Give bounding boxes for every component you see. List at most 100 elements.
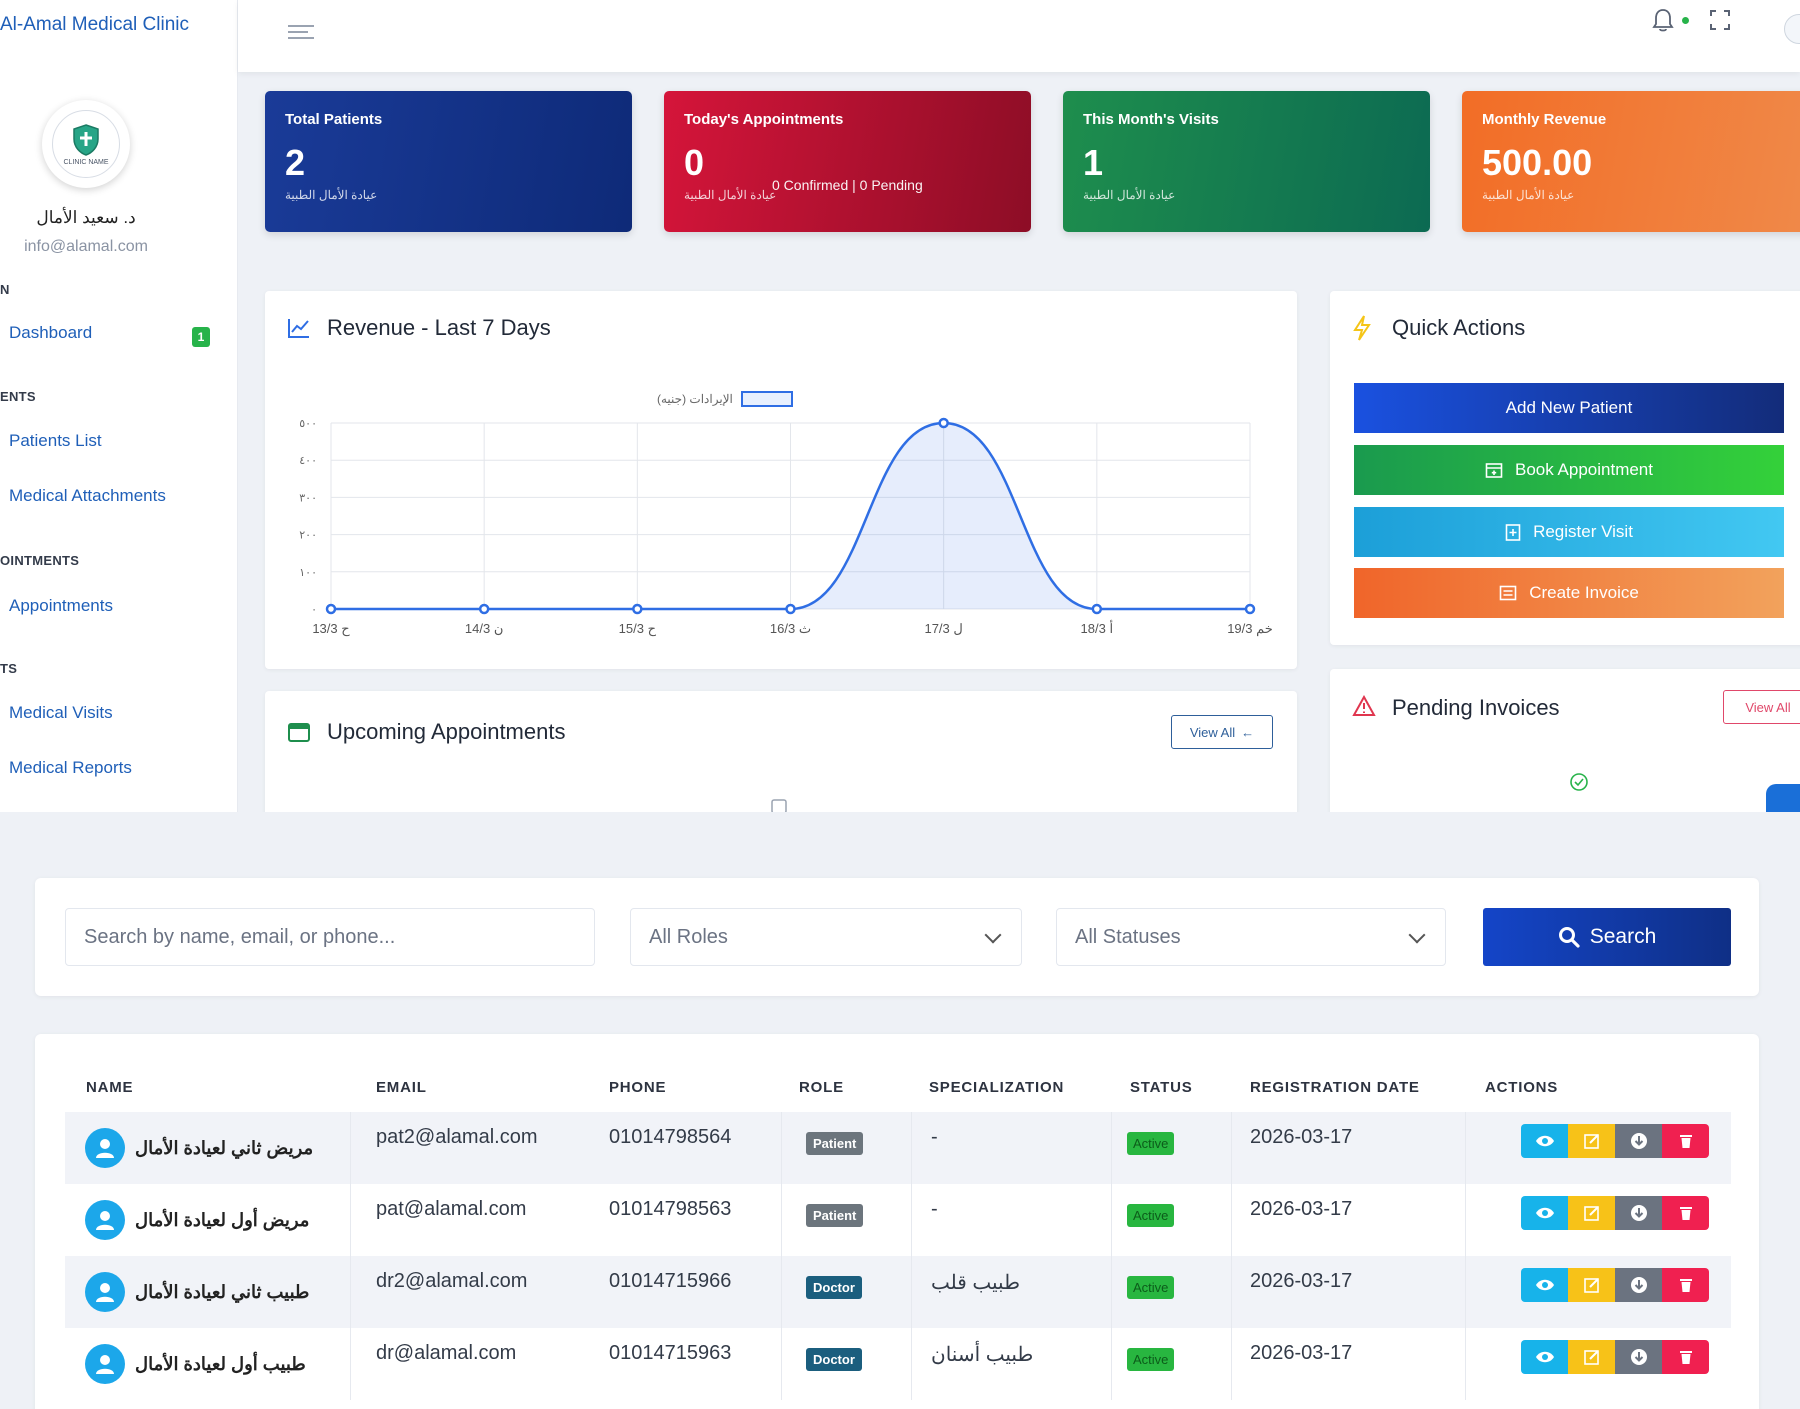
delete-button[interactable] <box>1662 1268 1709 1302</box>
user-name: طبيب ثاني لعيادة الأمال <box>135 1281 310 1302</box>
edit-icon <box>1583 1134 1599 1149</box>
add-new-patient-button[interactable]: Add New Patient <box>1354 383 1784 433</box>
col-specialization[interactable]: SPECIALIZATION <box>929 1079 1065 1096</box>
eye-icon <box>1535 1207 1554 1219</box>
filter-bar: Search by name, email, or phone... All R… <box>35 878 1759 996</box>
role-badge: Doctor <box>806 1348 862 1371</box>
sidebar-item-medical-visits[interactable]: Medical Visits <box>9 703 113 722</box>
edit-button[interactable] <box>1568 1340 1615 1374</box>
col-registration-date[interactable]: REGISTRATION DATE <box>1250 1079 1420 1096</box>
user-avatar-icon <box>85 1272 125 1312</box>
book-appointment-button[interactable]: Book Appointment <box>1354 445 1784 495</box>
row-actions <box>1521 1196 1709 1230</box>
pending-view-all-button[interactable]: View All <box>1723 690 1800 724</box>
menu-toggle-icon[interactable] <box>288 25 314 43</box>
sidebar: Al-Amal Medical Clinic CLINIC NAME د. سع… <box>0 0 238 812</box>
data-point <box>1091 603 1103 615</box>
pending-title: Pending Invoices <box>1392 695 1560 720</box>
table-row[interactable]: طبيب أول لعيادة الأمال dr@alamal.com 010… <box>65 1328 1731 1400</box>
create-invoice-button[interactable]: Create Invoice <box>1354 568 1784 618</box>
quick-actions-title: Quick Actions <box>1392 315 1526 340</box>
download-button[interactable] <box>1615 1124 1662 1158</box>
sidebar-section-appointments: OINTMENTS <box>0 553 80 568</box>
brand-name[interactable]: Al-Amal Medical Clinic <box>0 14 189 35</box>
button-label: Register Visit <box>1533 522 1633 541</box>
sidebar-item-medical-reports[interactable]: Medical Reports <box>9 758 132 777</box>
stat-value: 1 <box>1083 142 1104 183</box>
upcoming-view-all-button[interactable]: View All ← <box>1171 715 1273 749</box>
user-name-cell: طبيب ثاني لعيادة الأمال <box>85 1272 309 1312</box>
col-email[interactable]: EMAIL <box>376 1079 427 1096</box>
status-badge: Active <box>1127 1276 1175 1299</box>
stat-extra: 0 Confirmed | 0 Pending <box>772 177 923 193</box>
sidebar-item-appointments[interactable]: Appointments <box>9 596 113 615</box>
check-circle-icon <box>1570 773 1588 791</box>
download-icon <box>1630 1277 1647 1293</box>
line-chart-icon <box>288 319 309 338</box>
row-actions <box>1521 1124 1709 1158</box>
trash-icon <box>1679 1135 1692 1148</box>
status-badge: Active <box>1127 1132 1175 1155</box>
edit-button[interactable] <box>1568 1124 1615 1158</box>
trash-icon <box>1679 1207 1692 1220</box>
user-phone: 01014798563 <box>609 1198 732 1220</box>
edit-icon <box>1583 1350 1599 1365</box>
user-email: pat@alamal.com <box>376 1198 527 1220</box>
registration-date: 2026-03-17 <box>1250 1342 1353 1364</box>
user-phone: 01014715966 <box>609 1270 732 1292</box>
col-name[interactable]: NAME <box>86 1079 134 1096</box>
search-icon <box>1558 927 1580 948</box>
sidebar-item-patients-list[interactable]: Patients List <box>9 431 102 450</box>
role-select-value: All Roles <box>649 925 728 948</box>
col-role[interactable]: ROLE <box>799 1079 844 1096</box>
edit-button[interactable] <box>1568 1196 1615 1230</box>
user-specialization: طبيب أسنان <box>931 1344 1034 1366</box>
data-point <box>478 603 490 615</box>
download-button[interactable] <box>1615 1196 1662 1230</box>
chart-legend[interactable]: الإيرادات (جنيه) <box>657 391 793 407</box>
col-phone[interactable]: PHONE <box>609 1079 667 1096</box>
shield-icon <box>73 123 99 156</box>
user-name-cell: طبيب أول لعيادة الأمال <box>85 1344 306 1384</box>
view-button[interactable] <box>1521 1340 1568 1374</box>
row-actions <box>1521 1340 1709 1374</box>
edit-button[interactable] <box>1568 1268 1615 1302</box>
table-row[interactable]: مريض ثاني لعيادة الأمال pat2@alamal.com … <box>65 1112 1731 1184</box>
registration-date: 2026-03-17 <box>1250 1126 1353 1148</box>
stat-title: Monthly Revenue <box>1482 111 1607 128</box>
role-select[interactable]: All Roles <box>630 908 1022 966</box>
col-status[interactable]: STATUS <box>1130 1079 1193 1096</box>
search-button[interactable]: Search <box>1483 908 1731 966</box>
delete-button[interactable] <box>1662 1340 1709 1374</box>
download-button[interactable] <box>1615 1268 1662 1302</box>
stat-subtitle: عيادة الأمال الطبية <box>684 188 777 202</box>
table-row[interactable]: طبيب ثاني لعيادة الأمال dr2@alamal.com 0… <box>65 1256 1731 1328</box>
dashboard-area: Al-Amal Medical Clinic CLINIC NAME د. سع… <box>0 0 1800 812</box>
view-button[interactable] <box>1521 1268 1568 1302</box>
bell-icon[interactable] <box>1652 8 1674 38</box>
table-row[interactable]: مريض أول لعيادة الأمال pat@alamal.com 01… <box>65 1184 1731 1256</box>
fullscreen-icon[interactable] <box>1710 10 1730 30</box>
sidebar-section-visits: TS <box>0 661 18 676</box>
search-input[interactable]: Search by name, email, or phone... <box>65 908 595 966</box>
status-select[interactable]: All Statuses <box>1056 908 1446 966</box>
floating-action-button[interactable] <box>1766 784 1800 812</box>
user-avatar-icon <box>85 1200 125 1240</box>
sidebar-item-medical-attachments[interactable]: Medical Attachments <box>9 486 166 505</box>
stat-subtitle: عيادة الأمال الطبية <box>285 188 378 202</box>
search-button-label: Search <box>1589 925 1657 948</box>
delete-button[interactable] <box>1662 1124 1709 1158</box>
header-avatar[interactable] <box>1784 14 1800 44</box>
view-button[interactable] <box>1521 1196 1568 1230</box>
y-tick-label: ٤٠٠ <box>299 454 317 467</box>
user-phone: 01014715963 <box>609 1342 732 1364</box>
view-button[interactable] <box>1521 1124 1568 1158</box>
x-tick-label: 16/3 ث <box>770 621 811 636</box>
calendar-icon <box>288 723 310 742</box>
delete-button[interactable] <box>1662 1196 1709 1230</box>
sidebar-item-dashboard[interactable]: Dashboard <box>9 323 93 342</box>
download-icon <box>1630 1205 1647 1221</box>
data-point <box>785 603 796 615</box>
register-visit-button[interactable]: Register Visit <box>1354 507 1784 557</box>
download-button[interactable] <box>1615 1340 1662 1374</box>
